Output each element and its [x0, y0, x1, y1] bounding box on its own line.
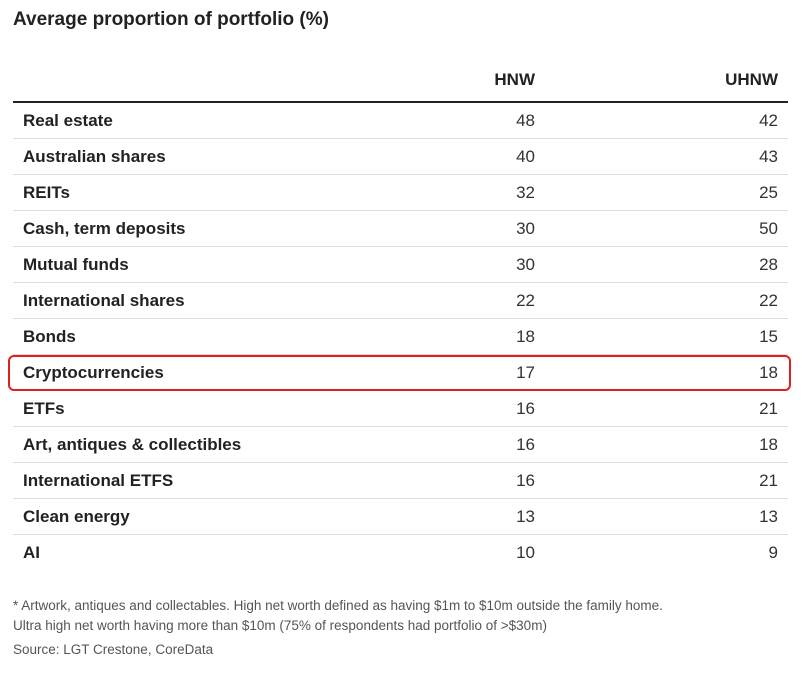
chart-title: Average proportion of portfolio (%)	[13, 9, 329, 30]
table-header: HNW UHNW	[13, 64, 788, 103]
table-row: AI 10 9	[13, 535, 788, 570]
uhnw-value: 13	[759, 507, 778, 526]
hnw-value: 30	[516, 255, 535, 274]
hnw-value: 16	[516, 435, 535, 454]
footnote-line: * Artwork, antiques and collectables. Hi…	[13, 598, 663, 613]
hnw-value: 10	[516, 543, 535, 562]
uhnw-value: 28	[759, 255, 778, 274]
table-row: Mutual funds 30 28	[13, 247, 788, 283]
table-row: ETFs 16 21	[13, 391, 788, 427]
uhnw-value: 18	[759, 363, 778, 382]
uhnw-value: 9	[768, 543, 778, 562]
column-header-hnw: HNW	[494, 70, 535, 89]
uhnw-value: 22	[759, 291, 778, 310]
hnw-value: 22	[516, 291, 535, 310]
row-label: Cash, term deposits	[23, 219, 186, 238]
row-label: Cryptocurrencies	[23, 363, 164, 382]
row-label: Mutual funds	[23, 255, 129, 274]
table-row: Cash, term deposits 30 50	[13, 211, 788, 247]
table-row: Bonds 18 15	[13, 319, 788, 355]
uhnw-value: 15	[759, 327, 778, 346]
row-label: Bonds	[23, 327, 76, 346]
row-label: ETFs	[23, 399, 65, 418]
hnw-value: 18	[516, 327, 535, 346]
column-header-uhnw: UHNW	[725, 70, 778, 89]
hnw-value: 17	[516, 363, 535, 382]
table-row: Art, antiques & collectibles 16 18	[13, 427, 788, 463]
hnw-value: 30	[516, 219, 535, 238]
uhnw-value: 21	[759, 471, 778, 490]
footnote: * Artwork, antiques and collectables. Hi…	[13, 596, 798, 636]
hnw-value: 48	[516, 111, 535, 130]
uhnw-value: 21	[759, 399, 778, 418]
source-note: Source: LGT Crestone, CoreData	[13, 642, 214, 657]
row-label: International ETFS	[23, 471, 174, 490]
uhnw-value: 18	[759, 435, 778, 454]
hnw-value: 40	[516, 147, 535, 166]
footnote-line: Ultra high net worth having more than $1…	[13, 618, 547, 633]
row-label: Art, antiques & collectibles	[23, 435, 242, 454]
table-row: REITs 32 25	[13, 175, 788, 211]
table-row: Australian shares 40 43	[13, 139, 788, 175]
uhnw-value: 43	[759, 147, 778, 166]
row-label: Clean energy	[23, 507, 130, 526]
uhnw-value: 50	[759, 219, 778, 238]
portfolio-table: HNW UHNW Real estate 48 42 Australian share…	[8, 64, 791, 570]
uhnw-value: 42	[759, 111, 778, 130]
table-row: International shares 22 22	[13, 283, 788, 319]
row-label: REITs	[23, 183, 70, 202]
uhnw-value: 25	[759, 183, 778, 202]
row-label: Australian shares	[23, 147, 166, 166]
table-body: Real estate 48 42 Australian shares 40 43 REIT…	[8, 103, 791, 570]
row-label: AI	[23, 543, 40, 562]
row-label: Real estate	[23, 111, 113, 130]
row-label: International shares	[23, 291, 185, 310]
hnw-value: 32	[516, 183, 535, 202]
hnw-value: 16	[516, 471, 535, 490]
hnw-value: 16	[516, 399, 535, 418]
hnw-value: 13	[516, 507, 535, 526]
table-row: International ETFS 16 21	[13, 463, 788, 499]
table-row: Cryptocurrencies 17 18	[8, 355, 791, 391]
table-row: Clean energy 13 13	[13, 499, 788, 535]
table-row: Real estate 48 42	[13, 103, 788, 139]
